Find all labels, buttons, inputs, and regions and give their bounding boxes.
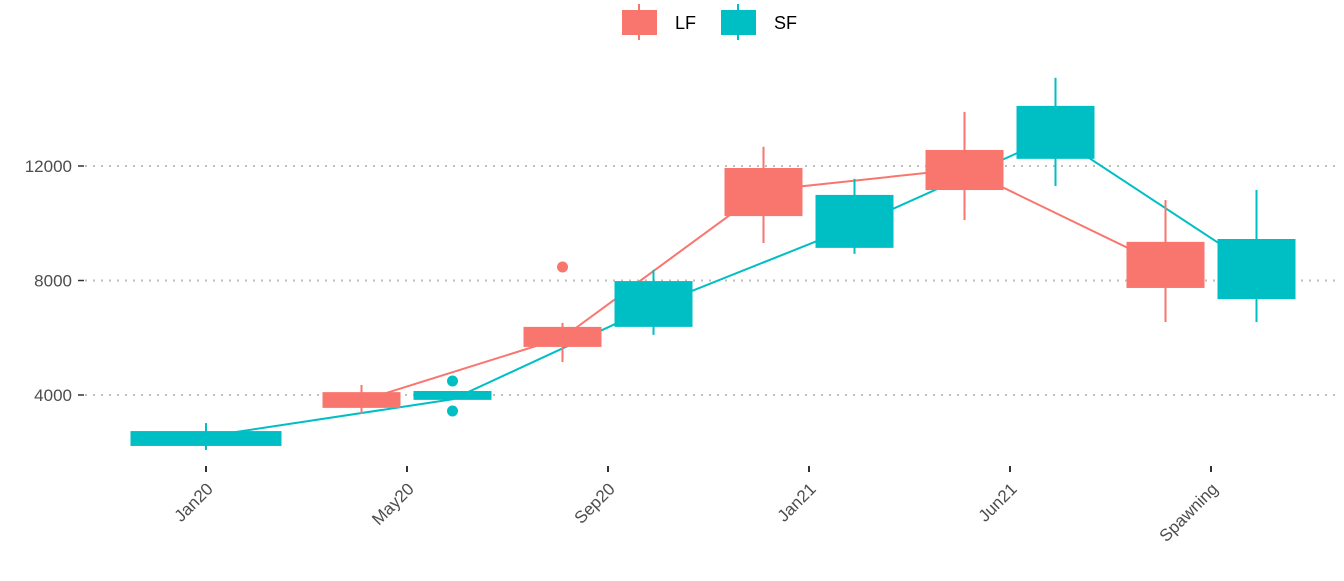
box-SF <box>130 431 282 446</box>
outlier-SF <box>447 405 458 417</box>
box-SF <box>614 281 693 327</box>
legend-item-LF: LF <box>622 4 696 40</box>
legend-key <box>622 10 657 35</box>
box-LF <box>322 392 401 408</box>
outlier-SF <box>447 375 458 387</box>
x-axis: Jan20 May20 Sep20 Jan21 Jun21 Spawning <box>171 466 1222 546</box>
x-tick-label: Jun21 <box>975 479 1021 525</box>
boxes <box>130 77 1296 450</box>
outlier-LF <box>557 261 568 273</box>
box-LF <box>925 149 1004 191</box>
legend: LF SF <box>622 4 797 40</box>
legend-key <box>721 10 756 35</box>
box-LF <box>523 326 602 347</box>
x-tick-label: Jan21 <box>774 479 820 525</box>
box-SF <box>815 194 894 248</box>
legend-item-SF: SF <box>721 4 797 40</box>
legend-label: SF <box>774 13 797 33</box>
y-tick-label: 4000 <box>34 386 72 405</box>
y-axis: 4000 8000 12000 <box>25 157 84 405</box>
box-SF <box>413 390 492 400</box>
box-SF <box>1217 238 1296 300</box>
box-SF <box>1016 105 1095 159</box>
x-tick-label: May20 <box>368 479 418 529</box>
x-tick-label: Sep20 <box>571 479 619 527</box>
y-tick-label: 8000 <box>34 272 72 291</box>
legend-label: LF <box>675 13 696 33</box>
box-LF <box>1126 241 1205 288</box>
x-tick-label: Jan20 <box>171 479 217 525</box>
box-LF <box>724 168 803 217</box>
x-tick-label: Spawning <box>1156 479 1222 545</box>
y-tick-label: 12000 <box>25 157 72 176</box>
